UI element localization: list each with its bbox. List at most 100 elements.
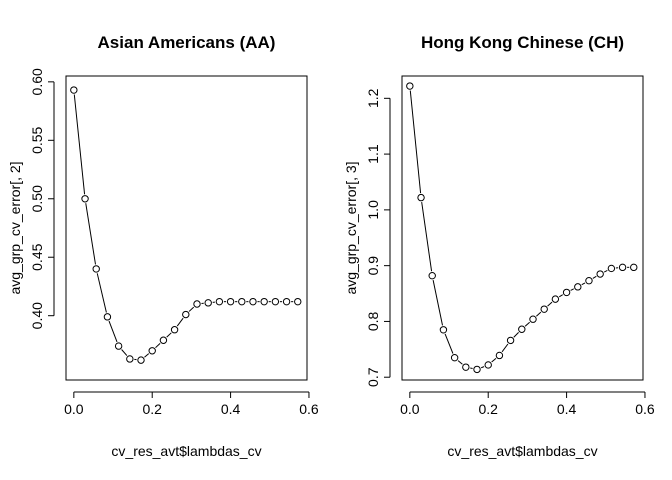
data-point [562, 288, 571, 297]
plot-box [401, 75, 644, 381]
data-point [495, 351, 504, 360]
series-segment [188, 306, 195, 312]
series [70, 86, 302, 364]
series-segment [603, 269, 608, 273]
x-tick-label: 0.4 [221, 401, 241, 417]
y-tick-label: 0.55 [29, 126, 45, 153]
data-point [574, 283, 582, 291]
data-point [81, 195, 89, 203]
x-tick-label: 0.0 [400, 401, 420, 417]
series-segment [409, 90, 422, 194]
series-segment [144, 353, 150, 358]
data-point [551, 295, 560, 303]
x-axis: 0.0 0.2 0.4 0.6 [400, 391, 655, 417]
data-point [596, 270, 604, 278]
plot-box [65, 75, 308, 381]
data-point [159, 336, 168, 344]
series-segment [558, 294, 563, 298]
series-segment [176, 317, 184, 327]
y-axis: 0.40 0.45 0.50 0.55 0.60 [29, 68, 55, 329]
series-segment [480, 366, 485, 369]
series-segment [155, 342, 161, 349]
chart-title: Asian Americans (AA) [98, 33, 276, 52]
data-point [114, 342, 123, 350]
data-point [518, 325, 526, 333]
series-segment [432, 279, 443, 326]
series-segment [457, 360, 463, 365]
data-point [170, 326, 179, 334]
data-point [618, 263, 627, 272]
y-tick-label: 0.60 [29, 68, 45, 95]
series-segment [96, 273, 107, 313]
y-axis: 0.7 0.8 0.9 1.0 1.1 1.2 [365, 88, 391, 387]
series-segment [108, 320, 118, 343]
series-segment [491, 357, 497, 363]
y-tick-label: 1.2 [365, 88, 381, 108]
data-point [182, 310, 190, 319]
x-axis: 0.0 0.2 0.4 0.6 [64, 391, 319, 417]
panel-asian-americans: Asian Americans (AA) cv_res_avt$lambdas_… [7, 33, 319, 459]
data-point [450, 353, 459, 362]
data-point [271, 297, 280, 306]
data-point [215, 297, 224, 306]
data-point [439, 326, 448, 334]
series-segment [581, 282, 586, 286]
series-segment [73, 94, 86, 195]
data-point [70, 86, 78, 94]
series-segment [592, 275, 597, 279]
series-segment [444, 333, 454, 354]
data-point [282, 297, 291, 306]
series-segment [421, 201, 433, 272]
data-point [226, 297, 235, 306]
data-point [137, 356, 145, 364]
y-axis-label: avg_grp_cv_error[, 3] [343, 161, 359, 294]
y-tick-label: 1.0 [365, 200, 381, 220]
series-segment [547, 301, 553, 307]
y-axis-label: avg_grp_cv_error[, 2] [7, 161, 23, 294]
data-point [417, 193, 425, 202]
data-point [294, 297, 302, 306]
data-point [540, 305, 548, 313]
series [406, 82, 638, 374]
data-point [92, 265, 100, 273]
data-point [428, 271, 436, 280]
data-point [473, 365, 481, 374]
y-tick-label: 0.40 [29, 302, 45, 329]
x-tick-label: 0.0 [64, 401, 84, 417]
x-axis-label: cv_res_avt$lambdas_cv [447, 443, 597, 459]
series-segment [524, 321, 530, 327]
data-point [585, 277, 593, 285]
data-point [204, 299, 212, 307]
data-point [630, 263, 638, 272]
data-point [607, 264, 616, 273]
panel-hong-kong-chinese: Hong Kong Chinese (CH) cv_res_avt$lambda… [343, 33, 655, 459]
data-point [260, 297, 268, 306]
data-point [148, 347, 156, 355]
x-tick-label: 0.4 [557, 401, 577, 417]
data-point [238, 297, 246, 306]
series-segment [536, 311, 542, 317]
y-tick-label: 1.1 [365, 144, 381, 164]
y-tick-label: 0.9 [365, 256, 381, 276]
data-point [506, 336, 515, 345]
y-tick-label: 0.45 [29, 243, 45, 270]
data-point [126, 355, 134, 363]
y-tick-label: 0.7 [365, 367, 381, 387]
x-tick-label: 0.2 [142, 401, 162, 417]
series-segment [166, 332, 172, 338]
x-axis-label: cv_res_avt$lambdas_cv [111, 443, 261, 459]
x-tick-label: 0.6 [299, 401, 319, 417]
x-tick-label: 0.2 [478, 401, 498, 417]
data-point [103, 313, 112, 321]
data-point [249, 297, 257, 306]
data-point [193, 300, 201, 308]
y-tick-label: 0.50 [29, 185, 45, 212]
data-point [406, 82, 414, 90]
data-point [529, 315, 537, 323]
series-segment [85, 203, 96, 265]
series-segment [570, 288, 574, 291]
x-tick-label: 0.6 [635, 401, 655, 417]
data-point [462, 363, 470, 371]
y-tick-label: 0.8 [365, 311, 381, 331]
